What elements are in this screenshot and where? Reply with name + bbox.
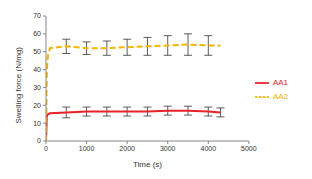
svg-text:1000: 1000 [79, 145, 95, 152]
svg-text:60: 60 [33, 30, 41, 37]
svg-text:3000: 3000 [160, 145, 176, 152]
svg-text:30: 30 [33, 84, 41, 91]
svg-text:10: 10 [33, 120, 41, 127]
svg-text:0: 0 [44, 145, 48, 152]
svg-text:5000: 5000 [241, 145, 257, 152]
html-text:AA2: AA2 [272, 91, 288, 101]
svg-text:Swelling force (N/mg): Swelling force (N/mg) [14, 47, 23, 124]
svg-text:0: 0 [37, 137, 41, 144]
svg-text:4000: 4000 [201, 145, 217, 152]
svg-text:2000: 2000 [119, 145, 135, 152]
html-text:AA1: AA1 [272, 77, 288, 87]
svg-text:20: 20 [33, 102, 41, 109]
svg-text:50: 50 [33, 48, 41, 55]
svg-text:Time (s): Time (s) [133, 160, 162, 169]
svg-text:40: 40 [33, 66, 41, 73]
svg-text:70: 70 [33, 12, 41, 19]
